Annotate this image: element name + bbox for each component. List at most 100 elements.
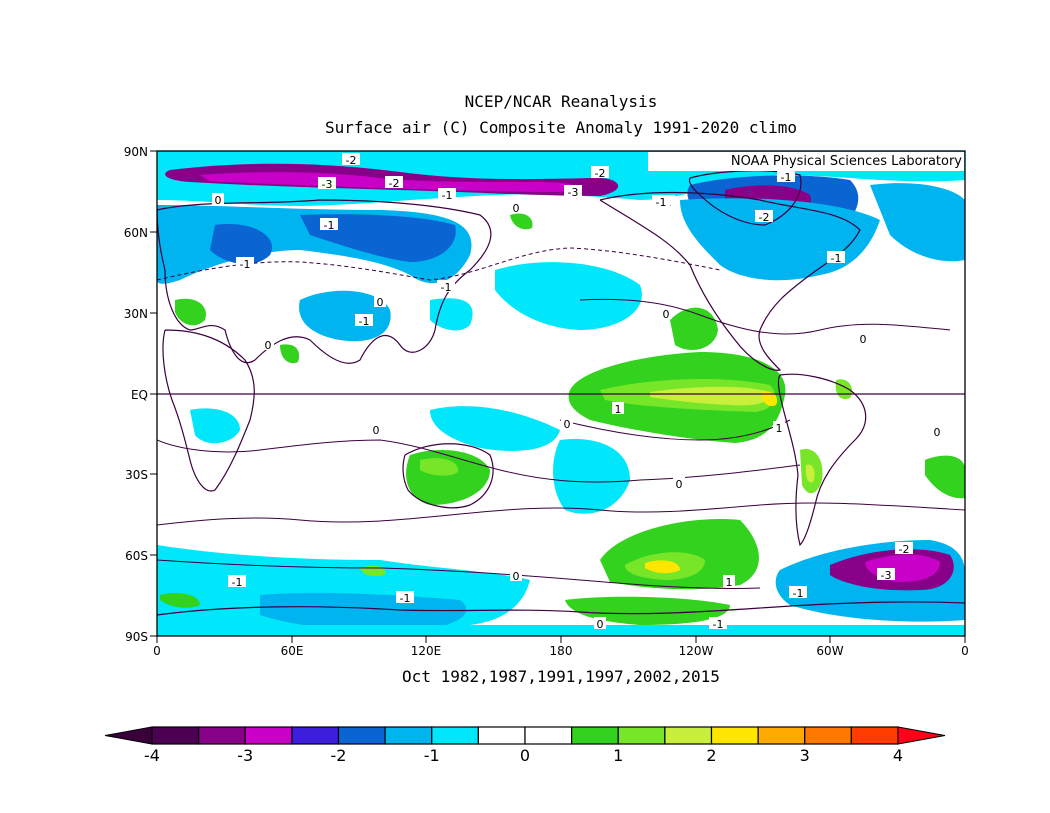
colorbar-swatch [477, 726, 526, 745]
lon-label: 0 [153, 644, 161, 658]
svg-text:0: 0 [663, 308, 670, 321]
colorbar-swatch [151, 726, 200, 745]
colorbar-tick-label: 0 [519, 746, 531, 765]
arabia-warm [280, 344, 300, 364]
contour-label: -3 [877, 568, 895, 582]
svg-text:-1: -1 [324, 219, 335, 232]
contour-label: -2 [895, 542, 913, 556]
indian-cold [190, 408, 240, 444]
contour-label: -1 [437, 280, 455, 294]
colorbar-swatch [384, 726, 433, 745]
lon-label: 180 [550, 644, 573, 658]
svg-text:0: 0 [676, 478, 683, 491]
contour-label: 0 [262, 338, 274, 352]
colorbar-tick-label: -3 [237, 746, 254, 765]
svg-text:-3: -3 [881, 569, 892, 582]
contour-label: 0 [212, 193, 224, 207]
southern-cold-core [260, 592, 467, 632]
ross-warm [565, 596, 730, 625]
svg-text:-1: -1 [793, 587, 804, 600]
south-pacific-warm-core [645, 560, 680, 574]
contour-label: -1 [789, 586, 807, 600]
contour-label: -1 [396, 591, 414, 605]
africa-n-warm [175, 298, 206, 326]
nepac-warm [670, 307, 718, 350]
colorbar-tick-label: -1 [423, 746, 440, 765]
axis-ticks [150, 150, 966, 643]
lon-label: 60W [816, 644, 843, 658]
africa-warm [925, 455, 965, 499]
svg-text:-1: -1 [400, 592, 411, 605]
svg-text:1: 1 [615, 403, 622, 416]
lat-label: 30N [124, 307, 148, 321]
contour-label: -1 [827, 251, 845, 265]
credit-label: NOAA Physical Sciences Laboratory [648, 152, 964, 171]
contour-label: -1 [709, 617, 727, 631]
svg-text:-1: -1 [232, 576, 243, 589]
coastlines [157, 170, 965, 616]
contour-label: 0 [931, 425, 943, 439]
maritime-cold [430, 406, 560, 451]
colorbar-swatch [757, 726, 806, 745]
contour-label: -1 [355, 314, 373, 328]
colorbar-high-arrow [897, 726, 946, 745]
contour-label: -1 [777, 170, 795, 184]
svg-text:-1: -1 [656, 196, 667, 209]
contour-label: 1 [773, 421, 785, 435]
southern-cold-bottom [157, 625, 965, 636]
contour-label: 0 [673, 477, 685, 491]
namerica-coast [599, 191, 861, 371]
svg-text:0: 0 [373, 424, 380, 437]
atlantic-cold [870, 183, 965, 262]
anomaly-fields [157, 151, 965, 636]
svg-text:-1: -1 [713, 618, 724, 631]
colorbar-tick-label: 1 [613, 746, 624, 765]
contour-value-labels: -2 -3 -2 -1 0 -1 -1 -3 -2 -2 -1 -1 0 0 -… [212, 153, 943, 631]
date-subtitle: Oct 1982,1987,1991,1997,2002,2015 [402, 667, 720, 686]
svg-text:0: 0 [564, 418, 571, 431]
contour-label: -1 [652, 195, 670, 209]
colorbar-swatch [431, 726, 479, 745]
colorbar-swatch [337, 726, 386, 745]
svg-text:-1: -1 [359, 315, 370, 328]
eurasia-cold-core [210, 224, 272, 265]
colorbar-swatch [617, 726, 666, 745]
colorbar-tick-label: 4 [892, 746, 904, 765]
contour-label: -3 [564, 185, 582, 199]
australia-warm-2 [420, 458, 459, 476]
colorbar-swatch [804, 726, 852, 745]
colorbar [104, 726, 946, 745]
contour-label: 0 [594, 617, 606, 631]
contour-label: -1 [236, 257, 254, 271]
contour-label: -2 [591, 166, 609, 180]
svg-text:1: 1 [776, 422, 783, 435]
svg-text:0: 0 [513, 570, 520, 583]
svg-text:-1: -1 [781, 171, 792, 184]
contour-label: 0 [374, 295, 386, 309]
lon-label: 120W [679, 644, 714, 658]
contour-label: 1 [723, 575, 735, 589]
svg-text:-1: -1 [441, 281, 452, 294]
enso-warm-3 [650, 386, 770, 406]
contour-label: -1 [438, 188, 456, 202]
africa-coast [162, 329, 255, 492]
svg-text:0: 0 [860, 333, 867, 346]
svg-text:0: 0 [934, 426, 941, 439]
colorbar-swatch [524, 726, 573, 745]
contour-label: -2 [755, 210, 773, 224]
svg-text:-1: -1 [240, 258, 251, 271]
contour-label: 0 [857, 332, 869, 346]
colorbar-tick-label: -2 [330, 746, 347, 765]
latitude-labels: 90N 60N 30N EQ 30S 60S 90S [124, 145, 148, 644]
lon-label: 0 [961, 644, 969, 658]
southern-warm-1 [160, 593, 200, 608]
colorbar-tick-label: 3 [799, 746, 810, 765]
lat-label: EQ [131, 388, 148, 402]
map-title: NCEP/NCAR Reanalysis [464, 92, 658, 111]
svg-text:-2: -2 [759, 211, 770, 224]
svg-text:1: 1 [726, 576, 733, 589]
colorbar-low-arrow [104, 726, 153, 745]
svg-text:0: 0 [377, 296, 384, 309]
colorbar-swatch [571, 726, 619, 745]
siberia-cold-core [300, 214, 456, 262]
